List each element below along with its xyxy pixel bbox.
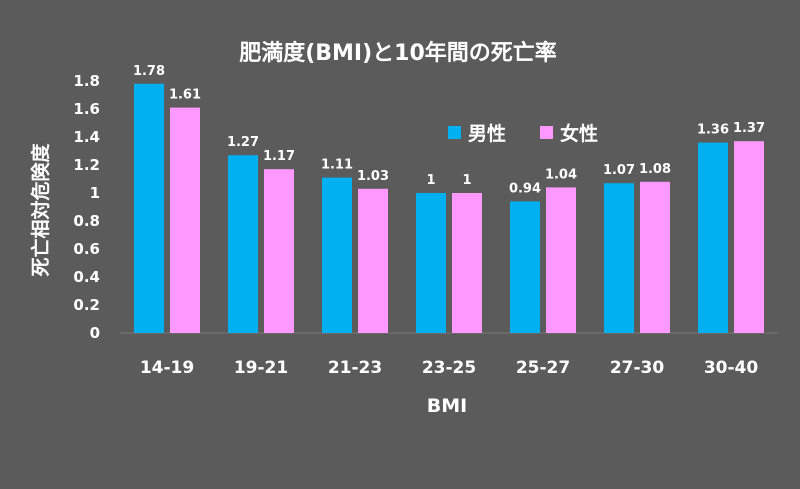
legend-label-male: 男性 bbox=[468, 122, 506, 145]
y-tick-label: 1 bbox=[90, 184, 100, 202]
data-label: 1.37 bbox=[733, 121, 765, 136]
data-label: 1 bbox=[426, 173, 435, 188]
x-tick-label: 30-40 bbox=[704, 358, 759, 378]
data-label: 1.08 bbox=[639, 162, 671, 177]
data-label: 1 bbox=[462, 173, 471, 188]
y-tick-label: 1.6 bbox=[73, 100, 100, 118]
x-tick-label: 14-19 bbox=[140, 358, 194, 378]
x-axis-title: BMI bbox=[427, 395, 467, 417]
data-label: 1.04 bbox=[545, 167, 577, 182]
bar-male-21-23 bbox=[322, 177, 352, 333]
bar-female-27-30 bbox=[640, 181, 670, 333]
data-label: 1.61 bbox=[169, 88, 201, 103]
bar-female-21-23 bbox=[358, 188, 388, 333]
x-tick-label: 25-27 bbox=[516, 358, 570, 378]
data-label: 1.78 bbox=[133, 64, 165, 79]
data-label: 1.07 bbox=[603, 163, 635, 178]
data-labels: 1.78 1.61 1.27 1.17 1.11 1.03 1 1 0.94 1.04 1.07 1.… bbox=[133, 64, 765, 197]
x-tick-label: 23-25 bbox=[422, 358, 476, 378]
bars bbox=[134, 83, 764, 333]
bar-male-30-40 bbox=[698, 142, 728, 333]
legend-swatch-female bbox=[540, 126, 553, 139]
legend: 男性 女性 bbox=[448, 122, 598, 145]
y-tick-label: 1.2 bbox=[73, 156, 100, 174]
y-tick-label: 0.2 bbox=[73, 296, 100, 314]
x-tick-label: 27-30 bbox=[610, 358, 665, 378]
bar-male-23-25 bbox=[416, 193, 446, 333]
y-tick-label: 0.6 bbox=[73, 240, 100, 258]
legend-label-female: 女性 bbox=[560, 122, 598, 145]
bar-female-14-19 bbox=[170, 107, 200, 333]
data-label: 1.03 bbox=[357, 169, 389, 184]
y-axis-ticks: 0 0.2 0.4 0.6 0.8 1 1.2 1.4 1.6 1.8 bbox=[73, 72, 100, 342]
bar-male-14-19 bbox=[134, 83, 164, 333]
bar-male-19-21 bbox=[228, 155, 258, 333]
bar-male-25-27 bbox=[510, 201, 540, 333]
data-label: 1.36 bbox=[697, 123, 729, 138]
legend-swatch-male bbox=[448, 126, 461, 139]
x-tick-label: 21-23 bbox=[328, 358, 382, 378]
bar-female-23-25 bbox=[452, 193, 482, 333]
data-label: 1.27 bbox=[227, 135, 259, 150]
y-axis-title: 死亡相対危険度 bbox=[29, 143, 52, 277]
y-tick-label: 0 bbox=[90, 324, 100, 342]
y-tick-label: 1.8 bbox=[73, 72, 100, 90]
data-label: 1.11 bbox=[321, 158, 353, 173]
data-label: 0.94 bbox=[509, 181, 541, 196]
x-tick-label: 19-21 bbox=[234, 358, 288, 378]
y-tick-label: 0.4 bbox=[73, 268, 100, 286]
bar-female-25-27 bbox=[546, 187, 576, 333]
y-tick-label: 1.4 bbox=[73, 128, 100, 146]
bar-female-19-21 bbox=[264, 169, 294, 333]
data-label: 1.17 bbox=[263, 149, 295, 164]
chart-title: 肥満度(BMI)と10年間の死亡率 bbox=[239, 40, 557, 66]
bar-male-27-30 bbox=[604, 183, 634, 333]
y-tick-label: 0.8 bbox=[73, 212, 100, 230]
x-axis-ticks: 14-19 19-21 21-23 23-25 25-27 27-30 30-40 bbox=[140, 358, 759, 378]
bar-female-30-40 bbox=[734, 141, 764, 333]
